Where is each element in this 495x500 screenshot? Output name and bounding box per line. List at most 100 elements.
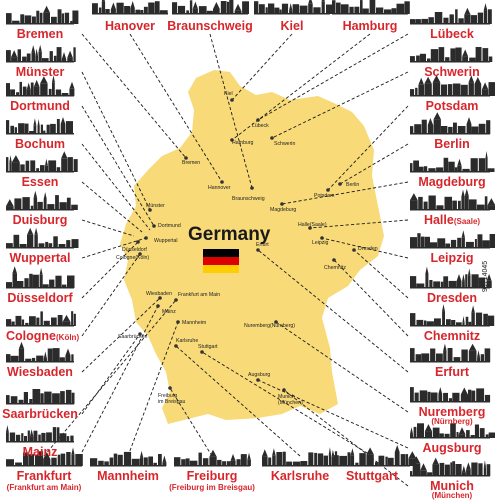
city-label-freiburg: Freiburg: [187, 469, 238, 483]
skyline-building: [25, 322, 29, 326]
skyline-building: [24, 15, 32, 24]
skyline-building: [419, 390, 428, 402]
skyline-building: [36, 355, 44, 362]
city-label-bochum: Bochum: [15, 137, 65, 151]
skyline-building: [198, 452, 202, 466]
skyline-building: [410, 471, 413, 476]
city-dot-magdeburg: [280, 202, 284, 206]
city-label-dusseldorf: Düsseldorf: [7, 291, 73, 305]
skyline-building: [469, 57, 476, 62]
magdeburg-skyline: [410, 151, 495, 173]
skyline-building: [198, 6, 207, 14]
flag-stripe-red: [203, 257, 239, 265]
skyline-building: [14, 127, 17, 134]
city-name: Wiesbaden: [7, 365, 73, 379]
skyline-spire: [289, 3, 293, 11]
skyline-building: [70, 435, 74, 442]
skyline-building: [440, 281, 444, 288]
skyline-building: [101, 1, 106, 15]
skyline-building: [72, 10, 79, 24]
skyline-building: [314, 452, 318, 466]
skyline-building: [24, 278, 29, 288]
skyline-building: [471, 312, 475, 326]
skyline-building: [410, 313, 416, 326]
skyline-spire: [234, 3, 242, 11]
skyline-spire: [39, 267, 43, 275]
city-label-bremen: Bremen: [17, 27, 64, 41]
skyline-building: [60, 391, 65, 404]
skyline-building: [185, 458, 190, 466]
skyline-building: [15, 315, 22, 326]
skyline-building: [460, 84, 468, 96]
city-label-duisburg: Duisburg: [13, 213, 68, 227]
skyline-building: [455, 47, 462, 62]
skyline-building: [485, 158, 488, 172]
skyline-building: [56, 427, 60, 442]
skyline-building: [70, 20, 73, 24]
skyline-spire: [443, 343, 447, 351]
skyline-building: [60, 124, 66, 134]
map-label-mainz: Mainz: [162, 309, 176, 315]
skyline-building: [468, 350, 477, 362]
skyline-building: [26, 53, 31, 62]
skyline-building: [378, 455, 385, 466]
skyline-building: [33, 197, 38, 210]
skyline-building: [23, 392, 28, 404]
skyline-building: [376, 7, 384, 14]
city-label-chemnitz: Chemnitz: [424, 329, 480, 343]
skyline-building: [437, 238, 446, 248]
skyline-building: [57, 454, 61, 466]
skyline-building: [340, 4, 349, 14]
skyline-building: [417, 423, 424, 438]
skyline-building: [67, 157, 73, 172]
skyline-building: [10, 125, 14, 134]
leader-mannheim: [127, 321, 179, 457]
skyline-spire: [12, 266, 17, 274]
skyline-building: [477, 234, 483, 248]
skyline-spire: [408, 451, 417, 459]
skyline-building: [429, 280, 433, 288]
skyline-building: [384, 9, 392, 14]
city-label-mannheim: Mannheim: [97, 469, 159, 483]
skyline-building: [449, 14, 454, 24]
skyline-building: [468, 82, 474, 96]
skyline-building: [359, 453, 366, 466]
skyline-building: [456, 432, 459, 438]
skyline-building: [18, 348, 25, 362]
map-label-dortmund: Dortmund: [158, 223, 181, 229]
skyline-building: [452, 461, 456, 476]
dresden-skyline: [410, 266, 492, 289]
skyline-building: [471, 126, 479, 134]
city-label-dresden: Dresden: [427, 291, 477, 305]
skyline-building: [162, 462, 167, 466]
skyline-building: [424, 431, 432, 438]
skyline-building: [6, 243, 13, 248]
skyline-building: [464, 14, 471, 24]
skyline-spire: [433, 112, 441, 120]
skyline-building: [65, 355, 71, 362]
skyline-building: [425, 273, 429, 288]
skyline-building: [433, 281, 441, 288]
skyline-spire: [272, 448, 276, 456]
city-label-essen: Essen: [22, 175, 59, 189]
skyline-building: [33, 86, 40, 96]
city-dots: [136, 98, 356, 392]
skyline-building: [487, 205, 495, 210]
skyline-building: [52, 348, 60, 362]
skyline-building: [159, 10, 168, 14]
skyline-building: [66, 436, 70, 442]
skyline-building: [6, 319, 12, 326]
skyline-ground: [262, 465, 338, 467]
skyline-building: [445, 57, 450, 62]
skyline-building: [117, 454, 123, 466]
skyline-building: [471, 462, 478, 476]
skyline-spire: [483, 460, 486, 468]
skyline-building: [447, 84, 453, 96]
skyline-building: [468, 275, 471, 288]
skyline-building: [430, 348, 436, 362]
skyline-building: [488, 56, 493, 62]
skyline-spire: [192, 1, 198, 9]
skyline-building: [6, 395, 10, 404]
skyline-spire: [69, 81, 75, 89]
skyline-building: [471, 15, 477, 24]
